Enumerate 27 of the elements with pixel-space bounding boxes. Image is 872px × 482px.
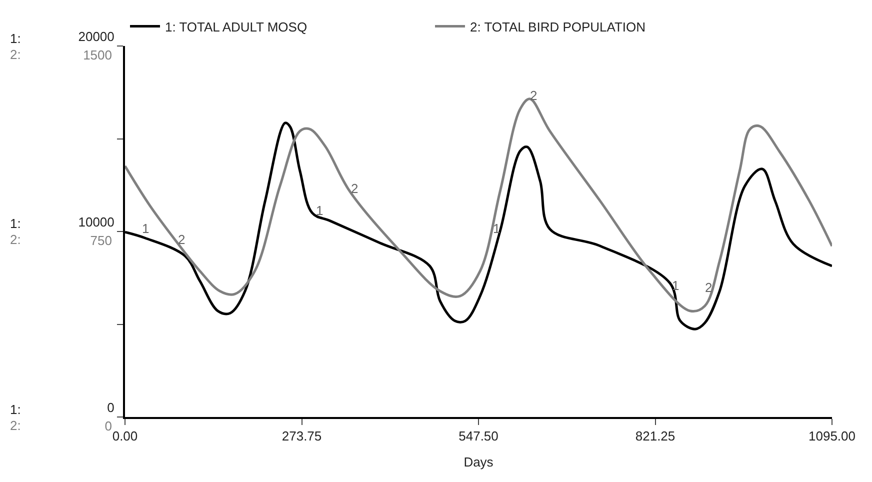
text: 1: [10, 402, 21, 417]
y2-tick-label: 750 [90, 233, 112, 248]
y-tick-label: 20000 [78, 28, 114, 44]
annotation: 1 [142, 221, 150, 236]
annotation: 2 [705, 280, 712, 295]
annotation: 2 [351, 181, 358, 196]
x-tick-label: 273.75 [282, 428, 322, 444]
annotation: 1 [672, 278, 680, 293]
x-tick-label: 547.50 [458, 428, 498, 444]
legend-label: 1: TOTAL ADULT MOSQ [165, 19, 308, 34]
annotation: 1 [493, 221, 500, 236]
text: 1: [10, 216, 21, 231]
x-tick-label: 1095.00 [808, 428, 856, 444]
y2-tick-label: 1500 [83, 48, 112, 63]
legend-label: 2: TOTAL BIRD POPULATION [470, 19, 646, 34]
text: 2: [10, 418, 21, 433]
x-axis-title: Days [464, 454, 494, 470]
x-tick-label: 821.25 [635, 428, 676, 444]
annotation: 2 [178, 232, 186, 247]
annotation: 2 [530, 88, 538, 103]
text: 1: [10, 31, 21, 46]
text: 2: [10, 47, 21, 62]
annotation: 1 [316, 203, 324, 218]
text: 2: [10, 232, 21, 247]
y-tick-label: 10000 [78, 214, 114, 230]
x-tick-label: 0.00 [112, 428, 138, 444]
y-tick-label: 0 [107, 400, 114, 415]
